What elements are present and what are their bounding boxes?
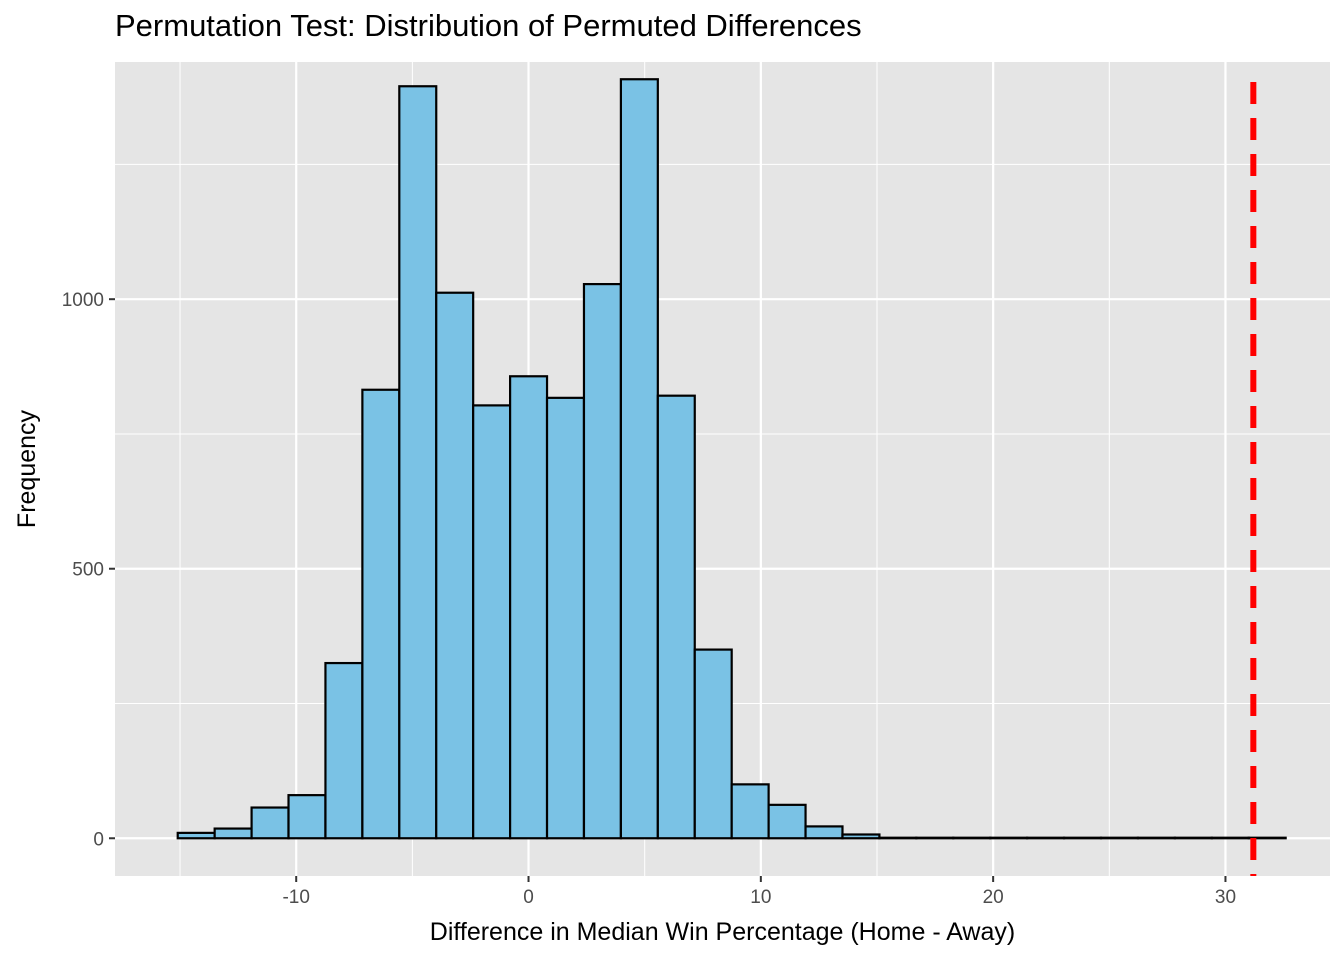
histogram-bar xyxy=(952,836,992,840)
histogram-bar xyxy=(915,836,955,840)
histogram-bar xyxy=(619,78,659,840)
histogram-bar xyxy=(989,836,1029,840)
histogram-bar xyxy=(1099,836,1140,840)
x-axis-label: Difference in Median Win Percentage (Hom… xyxy=(430,918,1015,946)
x-axis-ticks: -10 0 10 20 30 xyxy=(282,876,1236,908)
histogram-bar xyxy=(582,282,622,840)
histogram-bar xyxy=(1062,836,1103,840)
x-tick-label: 10 xyxy=(750,887,771,908)
histogram-bar xyxy=(730,783,770,840)
histogram-bars xyxy=(176,78,1287,840)
histogram-bar xyxy=(693,648,733,840)
histogram-bar xyxy=(878,836,918,840)
y-axis-label: Frequency xyxy=(13,409,41,528)
histogram-bar xyxy=(176,831,216,840)
x-tick-label: 20 xyxy=(983,887,1004,908)
histogram-bar xyxy=(361,388,401,840)
major-gridlines xyxy=(115,62,1330,876)
histogram-bar xyxy=(841,833,881,840)
histogram-bar xyxy=(1026,836,1066,840)
chart-title: Permutation Test: Distribution of Permut… xyxy=(115,8,862,43)
histogram-bar xyxy=(398,85,438,840)
histogram-bar xyxy=(656,394,696,840)
histogram-bar xyxy=(1247,836,1287,840)
y-axis-ticks: 0 500 1000 xyxy=(62,290,115,850)
y-tick-label: 1000 xyxy=(62,290,104,311)
x-tick-label: 0 xyxy=(523,887,534,908)
histogram-bar xyxy=(1173,836,1213,840)
histogram-bar xyxy=(324,661,364,840)
histogram-bar xyxy=(804,825,844,840)
histogram-bar xyxy=(545,396,586,840)
histogram-bar xyxy=(472,404,512,840)
histogram-bar xyxy=(287,794,327,840)
x-tick-label: -10 xyxy=(282,887,309,908)
histogram-bar xyxy=(213,827,253,840)
x-tick-label: 30 xyxy=(1215,887,1236,908)
histogram-bar xyxy=(509,375,549,840)
histogram-bar xyxy=(1136,836,1176,840)
histogram-bar xyxy=(767,803,807,840)
y-tick-label: 500 xyxy=(72,560,104,581)
histogram-bar xyxy=(250,806,290,840)
y-tick-label: 0 xyxy=(93,829,104,850)
histogram-bar xyxy=(435,291,475,840)
histogram-bar xyxy=(1210,836,1250,840)
